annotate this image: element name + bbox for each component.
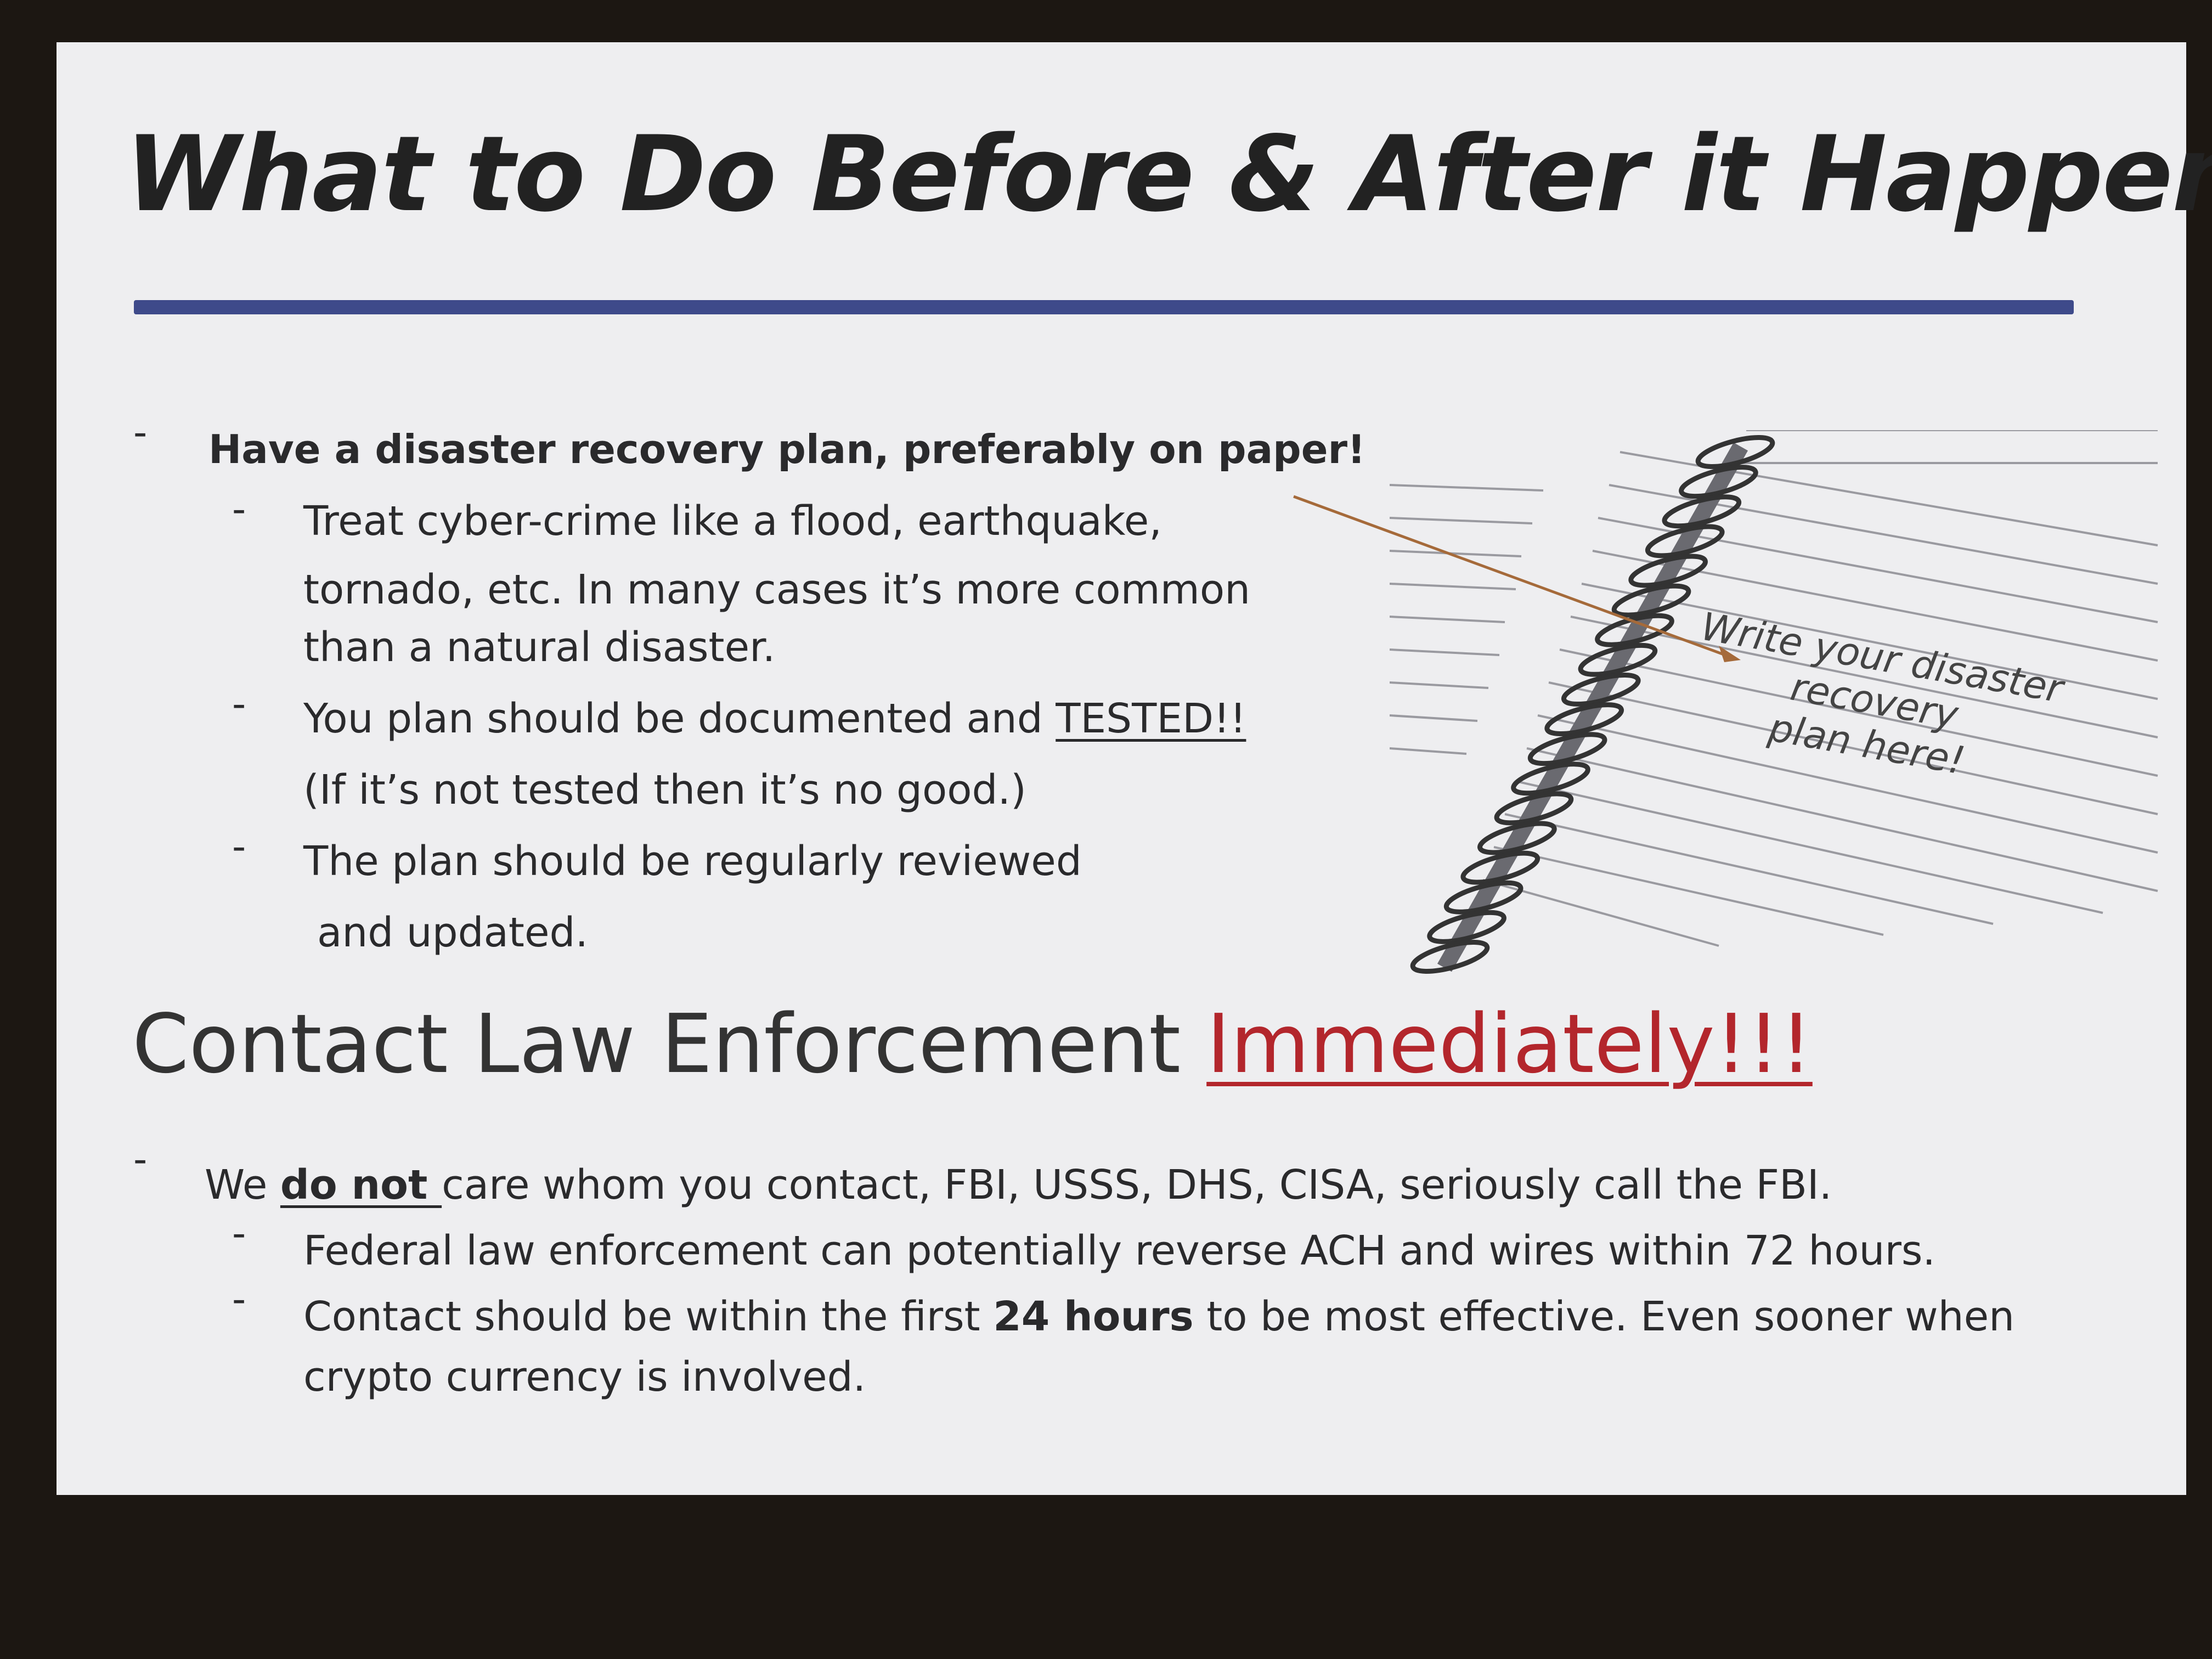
spiral-ring — [1494, 791, 1574, 826]
spiral-ring — [1410, 940, 1490, 974]
line: than a natural disaster. — [303, 624, 776, 671]
dash: - — [232, 824, 246, 869]
text: You plan should be documented and — [303, 695, 1056, 742]
text: Contact should be within the first — [303, 1293, 994, 1340]
dash: - — [232, 487, 246, 532]
line: The plan should be regularly reviewed — [303, 838, 1082, 885]
spiral-ring — [1662, 494, 1742, 529]
spiral-ring — [1527, 732, 1607, 766]
dash: - — [232, 681, 246, 726]
spiral-ring — [1477, 821, 1557, 855]
line: tornado, etc. In many cases it’s more co… — [303, 566, 1250, 613]
dash: - — [133, 1137, 148, 1182]
emphasis: TESTED!! — [1056, 695, 1246, 742]
spiral-ring — [1460, 850, 1541, 885]
text: to be most effective. Even sooner when — [1193, 1293, 2015, 1340]
line: You plan should be documented and TESTED… — [303, 695, 1246, 742]
line: Federal law enforcement can potentially … — [303, 1227, 1936, 1274]
text: We — [205, 1161, 280, 1209]
text: Contact Law Enforcement — [132, 997, 1207, 1091]
line: (If it’s not tested then it’s no good.) — [303, 766, 1026, 814]
spiral-ring — [1679, 465, 1758, 499]
emphasis: 24 hours — [993, 1293, 1194, 1340]
line: Contact should be within the first 24 ho… — [303, 1293, 2015, 1340]
slide: What to Do Before & After it Happens - H… — [57, 42, 2212, 1495]
spiral-ring — [1645, 524, 1725, 558]
title-rule — [134, 300, 2074, 314]
bullet: Have a disaster recovery plan, preferabl… — [208, 426, 1365, 472]
spiral-ring — [1443, 880, 1523, 915]
spiral-ring — [1427, 910, 1506, 944]
spiral-ring — [1578, 642, 1658, 677]
arrow — [1293, 495, 1741, 662]
notebook-image — [1390, 430, 2158, 974]
emphasis: do not — [280, 1161, 442, 1209]
spiral-ring — [1628, 554, 1708, 588]
dash: - — [232, 1211, 246, 1256]
spiral-ring — [1695, 435, 1775, 469]
emphasis: Immediately!!! — [1206, 997, 1813, 1091]
spiral-ring — [1544, 702, 1624, 737]
bullet: We do not care whom you contact, FBI, US… — [205, 1161, 1832, 1209]
line: Treat cyber-crime like a flood, earthqua… — [303, 498, 1162, 545]
dash: - — [133, 410, 148, 455]
title: What to Do Before & After it Happens — [125, 114, 2212, 235]
line: and updated. — [317, 909, 588, 956]
text: care whom you contact, FBI, USSS, DHS, C… — [442, 1161, 1832, 1209]
spiral-ring — [1561, 672, 1641, 707]
spiral-ring — [1511, 761, 1590, 796]
line: crypto currency is involved. — [303, 1353, 866, 1401]
dash: - — [232, 1277, 246, 1322]
heading: Contact Law Enforcement Immediately!!! — [132, 997, 1813, 1091]
spiral-ring — [1611, 583, 1691, 618]
